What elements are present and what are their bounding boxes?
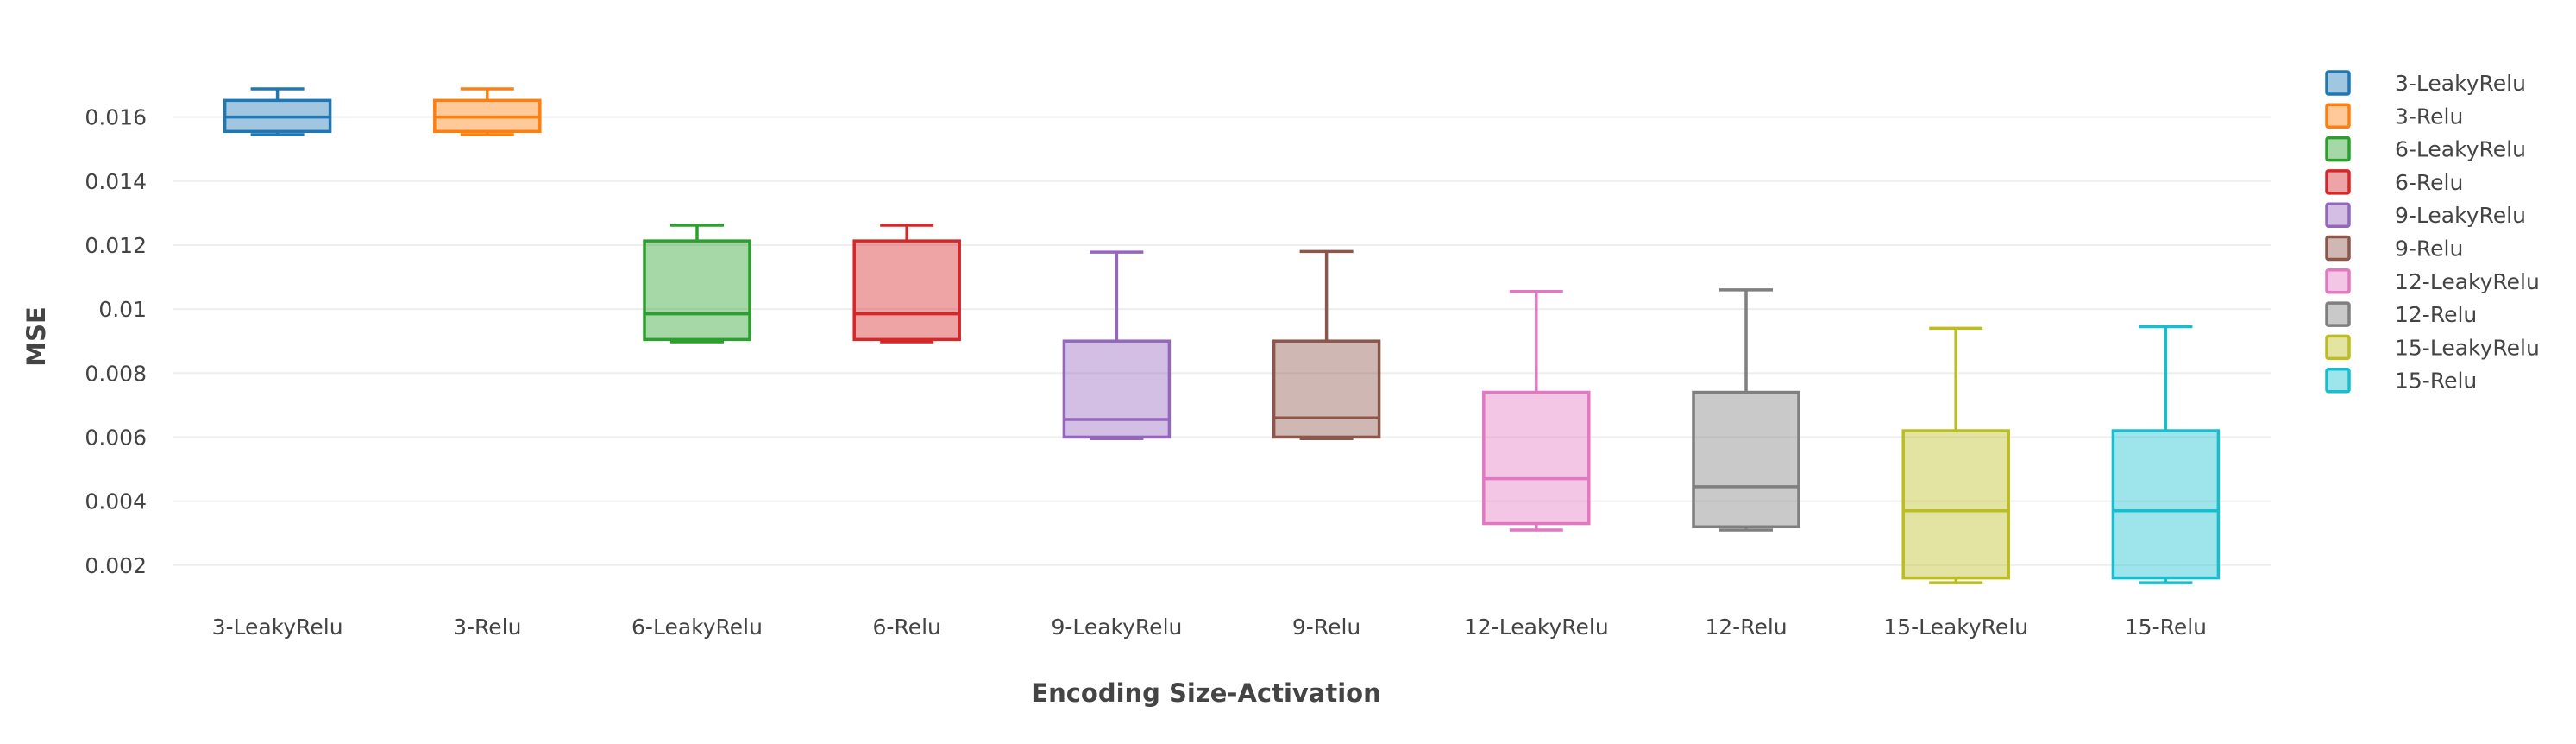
legend-label: 12-Relu (2395, 302, 2477, 327)
box-12-Relu (1692, 288, 1800, 532)
y-tick-label: 0.014 (85, 169, 147, 194)
box-15-Relu (2111, 325, 2221, 584)
x-tick-labels: 3-LeakyRelu 3-Relu 6-LeakyRelu 6-Relu 9-Leak… (212, 615, 2207, 640)
iqr-box (1482, 390, 1591, 526)
y-tick-labels: 0.002 0.004 0.006 0.008 0.01 0.012 0.014 0.016 (85, 105, 147, 578)
legend-swatch (2325, 136, 2351, 162)
iqr-box (1692, 390, 1800, 529)
legend-label: 6-LeakyRelu (2395, 137, 2526, 162)
grid-layer (173, 116, 2271, 566)
legend-label: 3-Relu (2395, 104, 2463, 129)
box-9-LeakyRelu (1062, 250, 1172, 441)
legend-item[interactable]: 6-LeakyRelu (2325, 136, 2526, 162)
box-6-LeakyRelu (643, 224, 751, 344)
legend-label: 6-Relu (2395, 170, 2463, 195)
iqr-box (643, 239, 751, 342)
y-tick-label: 0.012 (85, 233, 147, 258)
y-axis-title: MSE (22, 306, 51, 367)
legend-label: 15-Relu (2395, 369, 2477, 394)
x-tick-label: 12-LeakyRelu (1464, 615, 1609, 640)
box-6-Relu (852, 224, 961, 344)
legend-swatch (2325, 367, 2351, 394)
x-tick-label: 3-LeakyRelu (212, 615, 343, 640)
legend-swatch (2325, 301, 2351, 327)
legend-label: 12-LeakyRelu (2395, 269, 2540, 294)
legend-item[interactable]: 15-LeakyRelu (2325, 334, 2540, 361)
iqr-box (1062, 339, 1172, 439)
legend-item[interactable]: 15-Relu (2325, 367, 2477, 394)
box-3-LeakyRelu (223, 87, 332, 136)
legend-item[interactable]: 3-LeakyRelu (2325, 70, 2526, 96)
legend: 3-LeakyRelu 3-Relu 6-LeakyRelu 6-Relu 9-Leak… (2325, 70, 2540, 394)
legend-swatch (2325, 169, 2351, 195)
box-15-LeakyRelu (1901, 326, 2010, 584)
y-tick-label: 0.006 (85, 425, 147, 450)
x-tick-label: 9-Relu (1292, 615, 1360, 640)
legend-item[interactable]: 9-LeakyRelu (2325, 202, 2526, 228)
y-tick-label: 0.008 (85, 361, 147, 386)
y-tick-label: 0.01 (98, 297, 147, 322)
y-tick-label: 0.004 (85, 489, 147, 514)
x-tick-label: 9-LeakyRelu (1051, 615, 1182, 640)
legend-item[interactable]: 12-Relu (2325, 301, 2477, 327)
y-tick-label: 0.002 (85, 553, 147, 578)
x-tick-label: 6-LeakyRelu (631, 615, 763, 640)
legend-label: 9-LeakyRelu (2395, 203, 2526, 228)
box-3-Relu (433, 87, 542, 136)
x-tick-label: 6-Relu (873, 615, 941, 640)
x-axis-title: Encoding Size-Activation (1031, 678, 1380, 708)
legend-item[interactable]: 12-LeakyRelu (2325, 268, 2540, 294)
legend-swatch (2325, 103, 2351, 129)
legend-item[interactable]: 6-Relu (2325, 169, 2463, 195)
x-tick-label: 12-Relu (1705, 615, 1787, 640)
legend-swatch (2325, 268, 2351, 294)
legend-item[interactable]: 3-Relu (2325, 103, 2463, 129)
box-layer (223, 87, 2221, 584)
legend-swatch (2325, 334, 2351, 361)
legend-swatch (2325, 235, 2351, 262)
legend-label: 15-LeakyRelu (2395, 335, 2540, 360)
box-12-LeakyRelu (1482, 289, 1591, 532)
y-tick-label: 0.016 (85, 105, 147, 130)
iqr-box (852, 239, 961, 342)
x-tick-label: 15-Relu (2125, 615, 2207, 640)
box-9-Relu (1272, 249, 1381, 441)
legend-swatch (2325, 202, 2351, 228)
legend-item[interactable]: 9-Relu (2325, 235, 2463, 262)
iqr-box (1901, 429, 2010, 580)
x-tick-label: 15-LeakyRelu (1883, 615, 2028, 640)
legend-label: 9-Relu (2395, 236, 2463, 262)
iqr-box (1272, 339, 1381, 439)
x-tick-label: 3-Relu (453, 615, 521, 640)
iqr-box (2111, 429, 2221, 580)
legend-label: 3-LeakyRelu (2395, 71, 2526, 96)
legend-swatch (2325, 70, 2351, 96)
